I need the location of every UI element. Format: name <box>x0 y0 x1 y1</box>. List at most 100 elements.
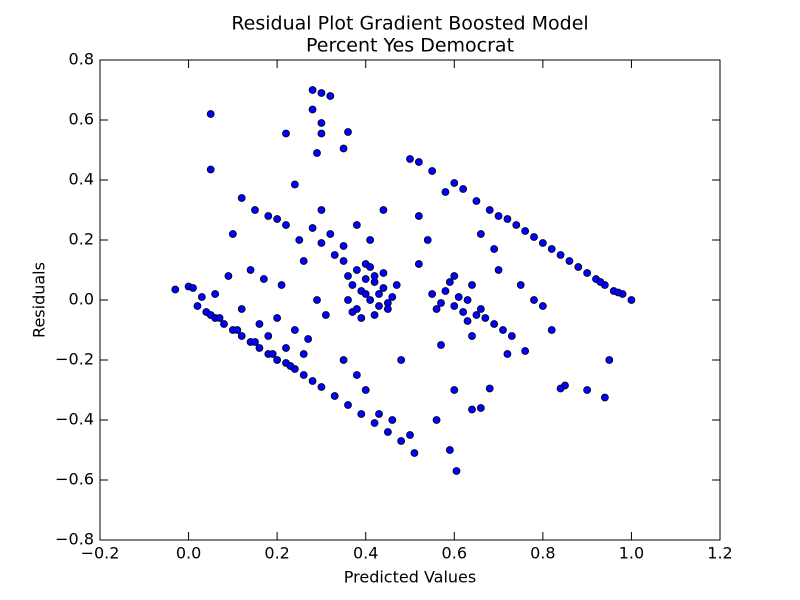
y-tick-label: −0.6 <box>55 470 94 489</box>
plot-frame <box>99 59 721 541</box>
point <box>596 278 605 286</box>
x-tick-label: 0.4 <box>353 544 378 563</box>
point <box>251 338 259 346</box>
point <box>357 410 366 418</box>
point <box>476 305 485 313</box>
point <box>246 266 255 274</box>
point <box>317 129 326 138</box>
point <box>286 362 295 370</box>
point <box>344 272 352 280</box>
y-tick-label: 0.8 <box>69 50 94 69</box>
point <box>414 158 423 166</box>
point <box>605 356 614 364</box>
point <box>379 284 388 292</box>
point <box>521 227 530 235</box>
point <box>379 269 388 277</box>
point <box>273 215 282 223</box>
point <box>290 326 299 334</box>
point <box>432 305 441 313</box>
point <box>556 384 565 393</box>
point <box>361 386 370 394</box>
point <box>299 371 308 379</box>
point <box>339 144 348 153</box>
point <box>352 371 361 379</box>
point <box>388 293 397 301</box>
point <box>516 281 525 289</box>
point <box>499 326 507 334</box>
point <box>375 410 383 418</box>
point <box>468 281 476 289</box>
point <box>538 239 547 247</box>
point <box>485 206 494 214</box>
point <box>454 293 463 301</box>
point <box>375 302 383 310</box>
y-tick-label: −0.4 <box>55 410 94 429</box>
point <box>339 356 348 364</box>
point <box>273 356 282 364</box>
point <box>452 467 461 475</box>
point <box>503 350 512 358</box>
point <box>392 281 401 289</box>
point <box>264 212 273 220</box>
point <box>437 299 445 307</box>
point <box>282 344 290 352</box>
point <box>330 251 339 259</box>
point <box>357 314 366 322</box>
point <box>468 405 476 414</box>
point <box>255 320 264 328</box>
x-tick-label: 0.6 <box>442 544 467 563</box>
point <box>521 347 530 355</box>
point <box>228 230 237 238</box>
point <box>565 257 574 265</box>
point <box>321 311 330 319</box>
point <box>414 212 423 220</box>
x-tick-label: 1.0 <box>619 544 644 563</box>
point <box>339 242 348 250</box>
point <box>308 86 317 94</box>
point <box>428 167 437 175</box>
point <box>547 245 556 253</box>
point <box>211 290 220 298</box>
point <box>193 302 202 310</box>
point <box>441 287 450 295</box>
point <box>437 341 445 349</box>
chart-subtitle: Percent Yes Democrat <box>306 35 514 57</box>
point <box>423 236 432 244</box>
point <box>428 290 437 298</box>
point <box>197 293 206 301</box>
point <box>220 320 228 328</box>
point <box>406 155 414 163</box>
point <box>494 266 503 274</box>
point <box>383 428 392 436</box>
point <box>189 284 197 292</box>
point <box>352 266 361 274</box>
x-axis-label: Predicted Values <box>344 568 476 587</box>
point <box>339 257 348 265</box>
y-tick-label: 0.2 <box>69 230 94 249</box>
point <box>282 129 290 138</box>
point <box>366 296 375 304</box>
point <box>317 383 326 391</box>
point <box>233 326 242 334</box>
point <box>556 251 565 259</box>
point <box>366 263 375 271</box>
point <box>282 221 290 229</box>
point <box>490 245 499 253</box>
point <box>361 290 370 298</box>
point <box>370 272 379 280</box>
x-tick-label: −0.2 <box>81 544 120 563</box>
point <box>215 314 224 322</box>
point <box>317 89 326 97</box>
point <box>476 230 485 238</box>
point <box>494 212 503 220</box>
point <box>237 305 246 313</box>
point <box>530 296 538 304</box>
point <box>370 419 379 427</box>
point <box>317 206 326 214</box>
point <box>379 206 388 214</box>
y-tick-label: −0.2 <box>55 350 94 369</box>
point <box>366 236 375 244</box>
point <box>450 302 459 310</box>
point <box>224 272 233 280</box>
point <box>397 437 406 445</box>
